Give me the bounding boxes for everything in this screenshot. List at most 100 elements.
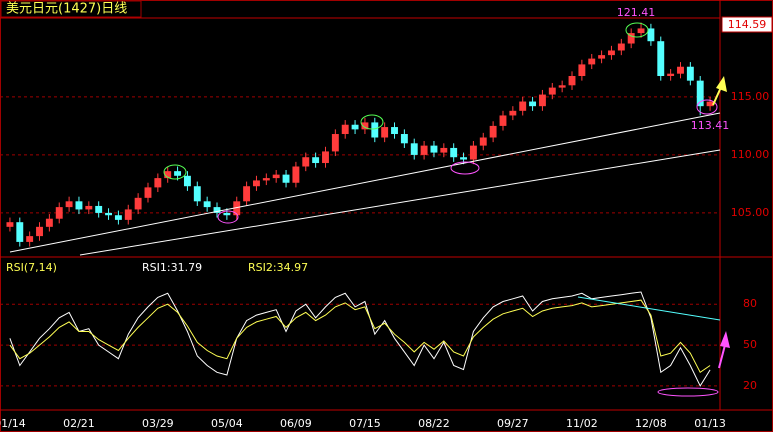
candle-body	[26, 236, 34, 242]
candle-body	[134, 197, 142, 210]
candle-body	[677, 66, 684, 74]
candle-body	[479, 137, 487, 146]
plot-area: 105.00 110.00 115.00 01/14 02/21 03/29 05/04 06…	[0, 22, 770, 430]
candle-body	[440, 147, 448, 153]
highlight	[696, 99, 718, 115]
y-tick-label: 105.00	[731, 206, 770, 219]
candle-body	[243, 186, 251, 202]
candle-body	[667, 73, 675, 77]
candle-body	[282, 174, 290, 183]
highlight	[217, 210, 239, 224]
candle-body	[322, 151, 329, 164]
low-annotation: 113.41	[691, 119, 730, 132]
title-box	[0, 0, 142, 18]
candle-body	[213, 207, 221, 213]
y-tick-label: 115.00	[731, 90, 770, 103]
x-tick-label: 02/21	[63, 417, 95, 430]
candle-body	[164, 171, 172, 179]
arrow	[718, 344, 726, 369]
candle-body	[637, 28, 645, 34]
candle-body	[627, 33, 635, 44]
highlight	[450, 161, 480, 175]
candle-body	[331, 134, 339, 152]
indicator-title: RSI(7,14)	[6, 261, 57, 274]
highlight	[625, 22, 649, 38]
candle-body	[686, 66, 694, 81]
candle-body	[578, 64, 586, 77]
candle-body	[450, 147, 458, 158]
candle-body	[45, 218, 53, 227]
chart-title: 美元日元(1427)日线	[6, 2, 127, 17]
candle-body	[538, 94, 546, 107]
candle-body	[519, 101, 527, 111]
candle-body	[381, 127, 389, 138]
candle-body	[420, 145, 428, 155]
candle-body	[65, 201, 73, 208]
candle-body	[292, 166, 300, 183]
candle-body	[647, 28, 655, 42]
x-tick-label: 07/15	[349, 417, 381, 430]
candle-body	[529, 101, 537, 107]
trend-line	[79, 149, 721, 256]
candle-body	[499, 115, 507, 126]
candle-body	[253, 180, 260, 187]
rsi-line	[9, 291, 711, 387]
highlight	[163, 164, 187, 180]
x-tick-label: 11/02	[566, 417, 598, 430]
candle-body	[598, 55, 606, 59]
candle-body	[6, 222, 14, 227]
drawings	[9, 22, 730, 397]
candle-body	[460, 157, 467, 160]
rsi-line	[9, 299, 711, 374]
x-tick-label: 08/22	[418, 417, 450, 430]
candle-body	[489, 125, 497, 138]
candle-body	[55, 207, 63, 219]
candle-body	[95, 205, 103, 213]
x-tick-label: 03/29	[142, 417, 174, 430]
x-tick-label: 09/27	[497, 417, 529, 430]
candle-body	[588, 58, 596, 65]
candle-body	[410, 143, 418, 155]
candle-body	[154, 178, 162, 188]
candle-body	[430, 145, 438, 153]
candle-body	[262, 178, 270, 181]
high-annotation: 121.41	[617, 6, 656, 19]
candle-body	[706, 101, 714, 107]
candle-body	[558, 85, 566, 88]
candle-body	[400, 134, 408, 144]
candle-body	[312, 157, 320, 164]
candle-body	[608, 50, 615, 56]
candle-body	[114, 215, 122, 220]
candle-body	[351, 124, 359, 130]
x-tick-label: 06/09	[280, 417, 312, 430]
last-price: 114.59	[728, 18, 767, 31]
candle-body	[223, 212, 231, 216]
trend-line	[577, 296, 721, 321]
candle-body	[144, 187, 152, 198]
candle-body	[105, 212, 112, 216]
candle-body	[391, 127, 398, 135]
candle-body	[568, 76, 576, 86]
candle-body	[469, 145, 477, 160]
candle-body	[174, 171, 182, 176]
candle-body	[302, 157, 310, 167]
candle-body	[183, 175, 191, 187]
candle-body	[509, 110, 517, 116]
arrow-head	[720, 331, 730, 348]
y-tick-label: 80	[743, 297, 757, 310]
candle-body	[657, 41, 665, 77]
y-tick-label: 50	[743, 338, 757, 351]
legend-entry: RSI2:34.97	[248, 261, 308, 274]
candle-body	[36, 226, 43, 237]
trend-line	[9, 112, 721, 253]
x-tick-label: 05/04	[211, 417, 243, 430]
x-tick-label: 01/13	[694, 417, 726, 430]
candle-body	[16, 222, 24, 242]
candle-body	[193, 186, 201, 202]
legend-entry: RSI1:31.79	[142, 261, 202, 274]
candle-body	[617, 43, 625, 51]
candle-body	[548, 87, 556, 95]
x-tick-label: 12/08	[635, 417, 667, 430]
arrow-head	[716, 76, 727, 92]
